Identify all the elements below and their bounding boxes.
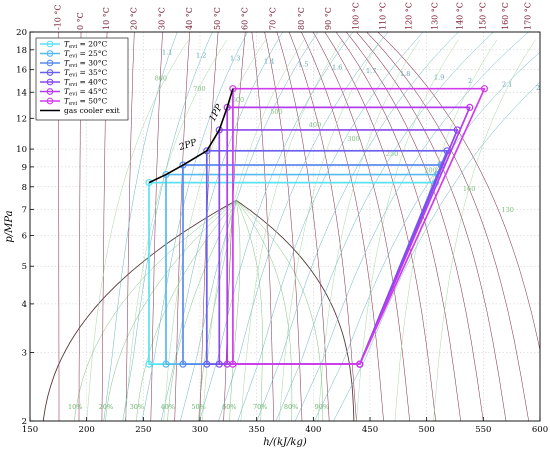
y-tick-label-7: 9 — [22, 163, 27, 173]
entropy-label-0: 1.1 — [162, 49, 172, 57]
isotherm-label-17: 160 °C — [501, 2, 510, 30]
isotherm-label-0: -10 °C — [53, 4, 62, 30]
isotherm-label-10: 90 °C — [324, 7, 333, 30]
density-label-0: 800 — [155, 75, 167, 83]
isotherm-label-15: 140 °C — [456, 2, 465, 30]
isotherm-label-18: 170 °C — [524, 2, 533, 30]
isotherm-label-1: 0 °C — [76, 12, 85, 30]
legend-label-7: gas cooler exit — [64, 106, 120, 115]
y-tick-label-6: 8 — [22, 183, 27, 193]
entropy-label-5: 1.6 — [332, 64, 342, 72]
entropy-label-7: 1.8 — [400, 70, 410, 78]
y-tick-label-8: 10 — [16, 145, 27, 155]
density-label-9: 130 — [501, 206, 513, 214]
quality-label-8: 90% — [315, 403, 329, 411]
isotherm-label-16: 150 °C — [478, 2, 487, 30]
x-tick-label-8: 550 — [475, 425, 491, 435]
x-tick-label-4: 350 — [249, 425, 265, 435]
isotherm-label-2: 10 °C — [102, 7, 111, 30]
entropy-label-4: 1.5 — [298, 61, 308, 69]
x-tick-label-7: 500 — [419, 425, 435, 435]
density-label-4: 400 — [309, 121, 321, 129]
quality-label-7: 80% — [284, 403, 298, 411]
isotherm-label-11: 100 °C — [351, 2, 360, 30]
density-label-8: 160 — [463, 185, 475, 193]
density-label-5: 300 — [347, 135, 359, 143]
y-tick-label-5: 7 — [22, 205, 27, 215]
quality-label-3: 40% — [160, 403, 174, 411]
density-label-1: 700 — [193, 85, 205, 93]
isotherm-label-6: 50 °C — [213, 7, 222, 30]
entropy-label-6: 1.7 — [366, 67, 376, 75]
x-tick-label-9: 600 — [532, 425, 548, 435]
isotherm-label-4: 30 °C — [158, 7, 167, 30]
x-tick-label-1: 200 — [79, 425, 95, 435]
y-tick-label-3: 5 — [22, 262, 27, 272]
y-tick-label-4: 6 — [22, 231, 27, 241]
y-tick-label-9: 12 — [16, 114, 27, 124]
x-tick-label-6: 450 — [362, 425, 378, 435]
y-tick-label-11: 16 — [16, 66, 27, 76]
y-tick-label-2: 4 — [22, 300, 27, 310]
y-tick-label-13: 20 — [16, 28, 27, 38]
isotherm-label-5: 40 °C — [185, 7, 194, 30]
quality-label-6: 70% — [253, 403, 267, 411]
y-tick-label-1: 3 — [22, 349, 27, 359]
entropy-label-1: 1.2 — [196, 51, 206, 59]
isotherm-label-14: 130 °C — [431, 2, 440, 30]
entropy-label-3: 1.4 — [264, 57, 274, 65]
entropy-label-2: 1.3 — [230, 54, 240, 62]
quality-label-2: 30% — [130, 403, 144, 411]
entropy-label-9: 2 — [468, 77, 472, 85]
x-tick-label-3: 300 — [192, 425, 208, 435]
isotherm-label-12: 110 °C — [379, 2, 388, 30]
density-label-3: 500 — [270, 108, 282, 116]
isotherm-label-13: 120 °C — [405, 2, 414, 30]
y-tick-label-0: 2 — [22, 417, 27, 427]
isotherm-label-3: 20 °C — [129, 7, 138, 30]
isotherm-label-9: 80 °C — [297, 7, 306, 30]
x-tick-label-5: 400 — [305, 425, 321, 435]
x-axis-label: h/(kJ/kg) — [263, 437, 307, 448]
y-tick-label-12: 18 — [16, 46, 27, 56]
y-axis-label: p/MPa — [4, 210, 15, 242]
isotherm-label-8: 70 °C — [269, 7, 278, 30]
quality-label-0: 10% — [68, 403, 82, 411]
isotherm-label-7: 60 °C — [240, 7, 249, 30]
entropy-label-11: 2.2 — [536, 84, 546, 92]
x-tick-label-2: 250 — [135, 425, 151, 435]
y-tick-label-10: 14 — [16, 88, 27, 98]
